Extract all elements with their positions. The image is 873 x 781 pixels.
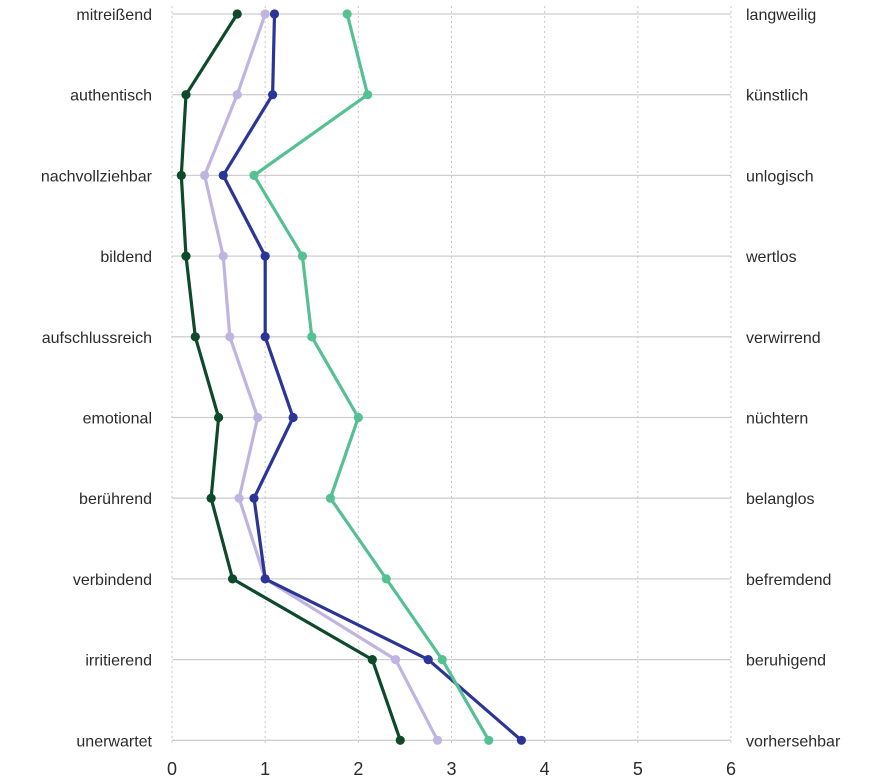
data-point	[325, 493, 335, 503]
x-tick-label: 5	[633, 759, 643, 779]
data-point	[437, 655, 447, 665]
data-point	[367, 655, 377, 665]
x-tick-label: 0	[167, 759, 177, 779]
data-point	[176, 170, 186, 180]
series-1	[200, 9, 443, 745]
x-tick-label: 3	[446, 759, 456, 779]
right-label: wertlos	[745, 249, 797, 266]
data-point	[232, 90, 242, 100]
left-label: irritierend	[85, 653, 152, 670]
series-line	[179, 12, 402, 742]
right-labels: langweilig künstlich unlogisch wertlos verwi…	[745, 7, 841, 750]
x-tick-label: 4	[540, 759, 550, 779]
data-point	[181, 251, 191, 261]
data-point	[288, 412, 298, 423]
right-label: langweilig	[746, 7, 816, 24]
right-label: nüchtern	[746, 411, 808, 428]
left-label: mitreißend	[76, 7, 152, 24]
left-label: nachvollziehbar	[41, 168, 153, 185]
x-axis-ticks: 0 1 2 3 4 5 6	[167, 759, 736, 779]
data-point	[213, 412, 224, 423]
left-label: aufschlussreich	[42, 330, 152, 347]
data-point	[307, 332, 317, 342]
data-point	[423, 655, 433, 665]
right-label: belanglos	[746, 491, 815, 508]
grid	[171, 6, 732, 747]
data-point	[234, 493, 244, 503]
series-line	[221, 12, 524, 742]
x-tick-label: 2	[353, 759, 363, 779]
series	[176, 9, 526, 745]
data-point	[432, 735, 443, 745]
data-point	[227, 574, 238, 584]
data-point	[232, 9, 242, 19]
data-point	[249, 493, 259, 503]
data-point	[260, 251, 270, 261]
right-label: unlogisch	[746, 168, 814, 185]
series-3	[249, 9, 494, 745]
left-label: authentisch	[70, 88, 152, 105]
left-labels: mitreißend authentisch nachvollziehbar bild…	[41, 7, 153, 750]
data-point	[268, 90, 278, 100]
data-point	[181, 90, 191, 100]
left-label: unerwartet	[76, 733, 152, 750]
data-point	[391, 655, 401, 665]
series-line	[203, 12, 440, 742]
data-point	[381, 574, 391, 584]
data-point	[395, 735, 405, 745]
data-point	[253, 412, 263, 423]
data-point	[484, 735, 494, 745]
left-label: berührend	[79, 491, 152, 508]
data-point	[206, 493, 216, 503]
data-point	[297, 251, 308, 261]
data-point	[190, 332, 200, 342]
data-point	[260, 9, 270, 19]
series-line	[252, 12, 491, 742]
series-2	[218, 9, 526, 745]
x-tick-label: 6	[726, 759, 736, 779]
data-point	[218, 170, 228, 180]
data-point	[260, 332, 270, 342]
data-point	[516, 735, 526, 745]
x-tick-label: 1	[260, 759, 270, 779]
series-0	[176, 9, 405, 745]
data-point	[200, 170, 210, 180]
left-label: bildend	[100, 249, 152, 266]
data-point	[353, 412, 363, 423]
left-label: emotional	[83, 411, 152, 428]
right-label: befremdend	[746, 572, 831, 589]
data-point	[225, 332, 235, 342]
left-label: verbindend	[73, 572, 152, 589]
right-label: beruhigend	[746, 653, 826, 670]
data-point	[249, 170, 259, 180]
right-label: verwirrend	[746, 330, 821, 347]
data-point	[363, 90, 373, 100]
data-point	[342, 9, 352, 19]
right-label: künstlich	[746, 88, 808, 105]
right-label: vorhersehbar	[746, 733, 841, 750]
data-point	[218, 251, 228, 261]
data-point	[260, 574, 270, 584]
data-point	[269, 9, 280, 19]
